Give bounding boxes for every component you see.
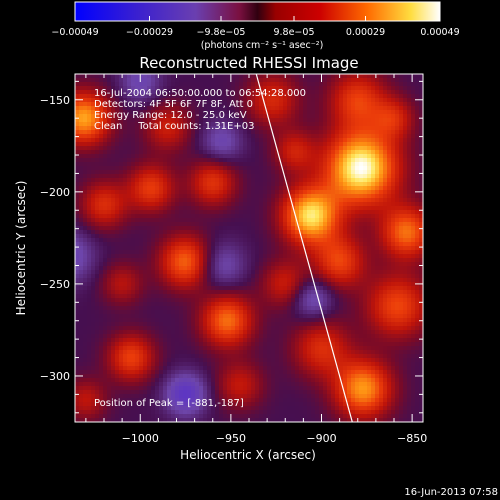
colorbar-tick-label: 9.8e−05: [273, 27, 314, 38]
colorbar-unit-label: (photons cm⁻² s⁻¹ asec⁻²): [201, 40, 324, 51]
y-tick-label: −150: [40, 94, 70, 107]
plot-area: [74, 73, 424, 423]
x-tick-label: −1000: [122, 432, 159, 445]
y-tick-label: −300: [40, 370, 70, 383]
x-tick-label: −850: [397, 432, 427, 445]
x-tick-label: −950: [216, 432, 246, 445]
colorbar-tick-label: −0.00029: [126, 27, 173, 38]
colorbar-tick-label: −9.8e−05: [197, 27, 246, 38]
y-tick-labels: −150 −200 −250 −300: [40, 94, 70, 383]
generation-timestamp: 16-Jun-2013 07:58: [404, 487, 498, 498]
chart-title: Reconstructed RHESSI Image: [139, 54, 358, 72]
peak-position-label: Position of Peak = [-881,-187]: [94, 398, 244, 409]
annotation-time-range: 16-Jul-2004 06:50:00.000 to 06:54:28.000: [94, 88, 306, 99]
x-tick-labels: −1000 −950 −900 −850: [122, 432, 428, 445]
axis-ticks: [75, 74, 423, 422]
colorbar: −0.00049 −0.00029 −9.8e−05 9.8e−05 0.00029 0.…: [51, 1, 460, 51]
heatmap-image: [75, 74, 423, 422]
y-tick-label: −200: [40, 186, 70, 199]
y-tick-label: −250: [40, 278, 70, 291]
colorbar-tick-label: 0.00029: [346, 27, 385, 38]
x-tick-label: −900: [306, 432, 336, 445]
x-axis-label: Heliocentric X (arcsec): [180, 448, 316, 462]
annotation-energy-range: Energy Range: 12.0 - 25.0 keV: [94, 110, 247, 121]
annotation-clean-counts: Clean Total counts: 1.31E+03: [94, 121, 254, 132]
solar-limb-line: [255, 74, 353, 422]
colorbar-tick-label: 0.00049: [420, 27, 459, 38]
colorbar-tick-label: −0.00049: [51, 27, 98, 38]
annotation-block: 16-Jul-2004 06:50:00.000 to 06:54:28.000…: [94, 88, 306, 132]
y-axis-label: Heliocentric Y (arcsec): [14, 181, 28, 316]
colorbar-ticks: −0.00049 −0.00029 −9.8e−05 9.8e−05 0.00029 0.…: [51, 16, 460, 38]
colorbar-gradient: [74, 1, 441, 22]
annotation-detectors: Detectors: 4F 5F 6F 7F 8F, Att 0: [94, 99, 253, 110]
